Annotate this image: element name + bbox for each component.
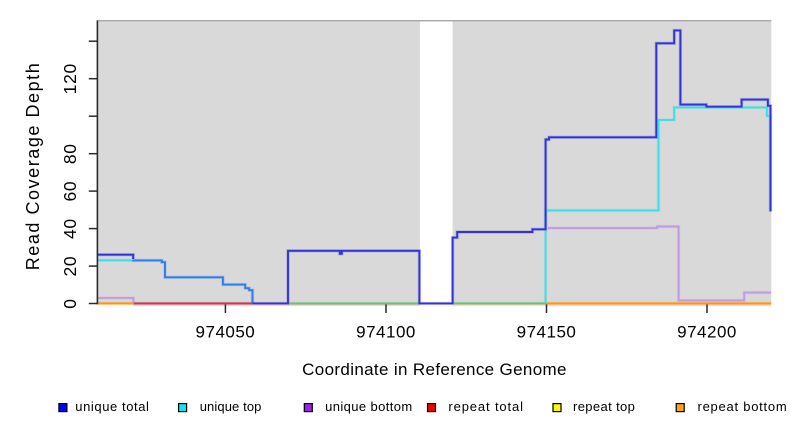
svg-text:repeat bottom: repeat bottom — [698, 399, 788, 414]
svg-text:repeat total: repeat total — [448, 399, 523, 414]
svg-text:60: 60 — [60, 181, 80, 202]
svg-text:0: 0 — [60, 298, 80, 308]
svg-text:974100: 974100 — [356, 323, 416, 342]
svg-text:974150: 974150 — [517, 323, 577, 342]
svg-text:Coordinate in Reference Genome: Coordinate in Reference Genome — [302, 360, 567, 379]
svg-text:unique total: unique total — [75, 399, 149, 414]
svg-text:974050: 974050 — [196, 323, 256, 342]
svg-text:40: 40 — [60, 218, 80, 239]
svg-text:80: 80 — [60, 143, 80, 164]
svg-text:unique bottom: unique bottom — [325, 399, 412, 414]
svg-text:974200: 974200 — [677, 323, 737, 342]
svg-text:repeat top: repeat top — [573, 399, 635, 414]
svg-text:unique top: unique top — [200, 399, 262, 414]
svg-text:Read Coverage Depth: Read Coverage Depth — [23, 62, 43, 271]
svg-text:120: 120 — [60, 63, 80, 94]
svg-text:20: 20 — [60, 256, 80, 277]
